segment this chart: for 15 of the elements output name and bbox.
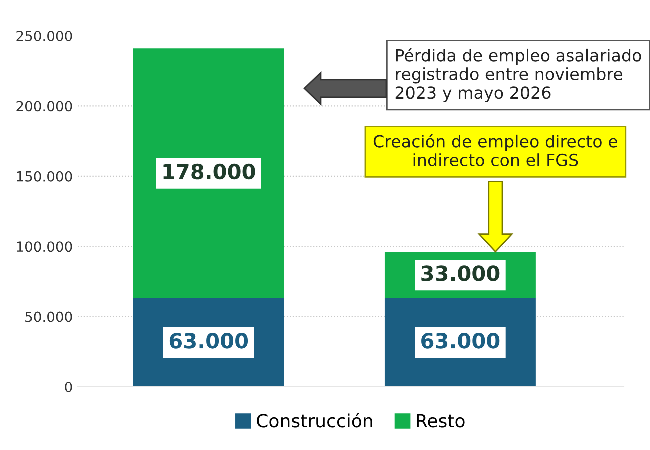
y-tick-label: 50.000 (26, 312, 72, 322)
y-tick-label: 150.000 (17, 171, 72, 182)
annotation: Creación de empleo directo e indirecto con el FGS (374, 134, 618, 167)
y-tick-label: 100.000 (17, 242, 72, 252)
legend-label: Construcción (257, 413, 372, 428)
data-label: 178.000 (164, 164, 256, 180)
data-label: 33.000 (422, 266, 500, 282)
y-tick-label: 250.000 (16, 30, 72, 42)
legend-label: Resto (417, 414, 465, 428)
y-tick-label: 0 (65, 382, 72, 392)
bar (133, 48, 284, 299)
y-tick-label: 200.000 (16, 101, 72, 112)
annotation: Pérdida de empleo asalariado registrado entre noviembre 2023 y mayo 2026 (396, 48, 642, 102)
data-label: 63.000 (422, 333, 500, 349)
data-label: 63.000 (170, 333, 248, 349)
